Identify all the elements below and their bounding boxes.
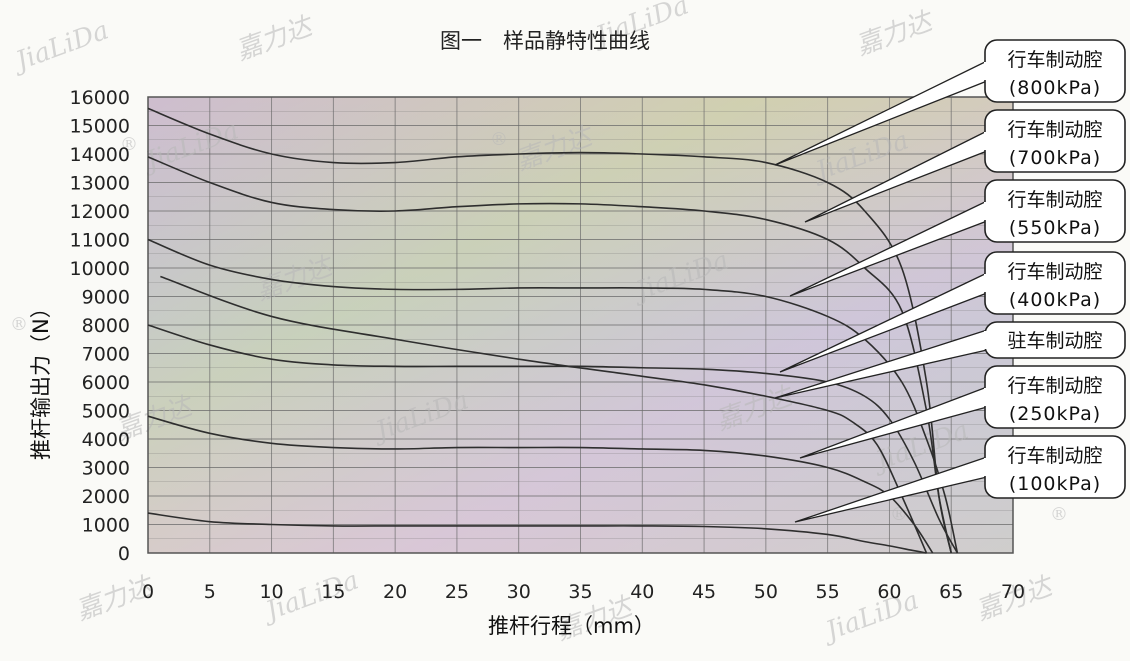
y-tick-label: 10000: [70, 258, 130, 280]
x-tick-label: 0: [142, 581, 154, 603]
x-tick-label: 25: [445, 581, 469, 603]
y-axis-label: 推杆输出力（N）: [29, 297, 53, 460]
x-axis-label: 推杆行程（mm）: [488, 614, 655, 638]
legend-sublabel: (700kPa): [1009, 147, 1101, 169]
x-tick-label: 20: [383, 581, 407, 603]
series-line-1: [147, 107, 952, 554]
legend-label: 行车制动腔: [1007, 189, 1102, 211]
x-tick-label: 45: [692, 581, 716, 603]
y-tick-label: 11000: [70, 230, 130, 252]
y-tick-label: 4000: [82, 429, 130, 451]
series-line-5: [160, 275, 928, 554]
x-tick-labels: 0 5 10 15 20 25 30 35 40 45 50 55 60 65 70: [142, 581, 1025, 603]
legend-callouts: 行车制动腔 (800kPa) 行车制动腔 (700kPa) 行车制动腔 (550kPa) 行…: [774, 39, 1126, 523]
x-tick-label: 70: [1001, 581, 1025, 603]
y-tick-label: 14000: [70, 144, 130, 166]
y-tick-label: 15000: [70, 116, 130, 138]
y-tick-label: 0: [118, 543, 130, 565]
series-line-3: [147, 238, 959, 554]
watermark-registered: ®: [10, 314, 28, 335]
y-tick-label: 2000: [82, 486, 130, 508]
y-tick-label: 8000: [82, 315, 130, 337]
legend-label: 行车制动腔: [1007, 261, 1102, 283]
x-tick-label: 5: [204, 581, 216, 603]
x-tick-label: 30: [507, 581, 531, 603]
series-line-6: [147, 415, 934, 554]
legend-label: 驻车制动腔: [1007, 330, 1102, 352]
y-tick-labels: 0 1000 2000 3000 4000 5000 6000 7000 8000 9000 100…: [70, 87, 130, 565]
legend-label: 行车制动腔: [1007, 49, 1102, 71]
x-tick-label: 15: [321, 581, 345, 603]
y-tick-label: 13000: [70, 173, 130, 195]
x-tick-label: 55: [816, 581, 840, 603]
x-tick-label: 65: [939, 581, 963, 603]
legend-label: 行车制动腔: [1007, 445, 1102, 467]
legend-sublabel: (550kPa): [1009, 217, 1101, 239]
legend-sublabel: (800kPa): [1009, 77, 1101, 99]
chart-title: 图一 样品静特性曲线: [440, 29, 650, 53]
watermark-text: JiaLiDa: [7, 15, 112, 78]
x-tick-label: 10: [259, 581, 283, 603]
watermark-text: 嘉力达: [232, 11, 318, 67]
legend-sublabel: (250kPa): [1009, 403, 1101, 425]
watermark-text: 嘉力达: [852, 6, 938, 62]
legend-label: 行车制动腔: [1007, 119, 1102, 141]
watermark-registered: ®: [490, 129, 508, 150]
y-tick-label: 16000: [70, 87, 130, 109]
legend-sublabel: (100kPa): [1009, 473, 1101, 495]
y-tick-label: 3000: [82, 458, 130, 480]
watermark-registered: ®: [890, 504, 908, 525]
series-line-7: [147, 512, 927, 554]
watermark-registered: ®: [120, 134, 138, 155]
y-tick-label: 9000: [82, 287, 130, 309]
legend-label: 行车制动腔: [1007, 375, 1102, 397]
legend-sublabel: (400kPa): [1009, 289, 1101, 311]
x-tick-label: 60: [877, 581, 901, 603]
y-tick-label: 5000: [82, 401, 130, 423]
y-tick-label: 6000: [82, 372, 130, 394]
x-tick-label: 50: [754, 581, 778, 603]
x-tick-label: 35: [568, 581, 592, 603]
watermark-registered: ®: [1050, 504, 1068, 525]
y-tick-label: 1000: [82, 515, 130, 537]
y-tick-label: 7000: [82, 344, 130, 366]
x-tick-label: 40: [630, 581, 654, 603]
y-tick-label: 12000: [70, 201, 130, 223]
